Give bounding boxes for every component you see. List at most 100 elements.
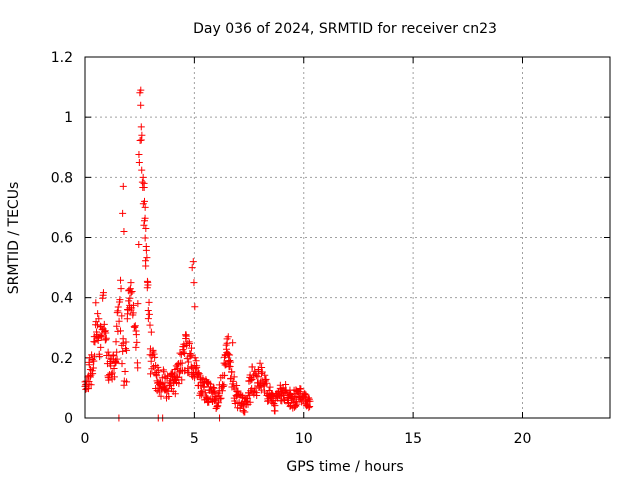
- x-tick-label: 20: [514, 431, 532, 447]
- data-point: [85, 361, 93, 369]
- data-point: [92, 299, 100, 307]
- x-tick-label: 0: [81, 431, 90, 447]
- data-point: [101, 328, 109, 336]
- data-point: [139, 173, 147, 181]
- data-point: [116, 327, 124, 335]
- data-point: [215, 399, 223, 407]
- y-tick-label: 0: [64, 411, 73, 427]
- data-point: [141, 214, 149, 222]
- data-point: [217, 394, 225, 402]
- data-point: [186, 350, 194, 358]
- data-point: [142, 262, 150, 270]
- data-point: [203, 378, 211, 386]
- data-point: [157, 392, 165, 400]
- data-point: [113, 322, 121, 330]
- data-point: [190, 279, 198, 287]
- data-point: [233, 382, 241, 390]
- data-point: [100, 320, 108, 328]
- data-point: [263, 379, 271, 387]
- data-point: [221, 371, 229, 379]
- data-point: [145, 298, 153, 306]
- data-point: [219, 383, 227, 391]
- data-point: [214, 402, 222, 410]
- data-point: [127, 279, 135, 287]
- data-point: [102, 334, 110, 342]
- data-point: [246, 398, 254, 406]
- data-point: [226, 356, 234, 364]
- data-point: [248, 376, 256, 384]
- data-point: [97, 343, 105, 351]
- data-point: [184, 358, 192, 366]
- data-point: [142, 243, 150, 251]
- data-point: [138, 131, 146, 139]
- x-tick-label: 5: [190, 431, 199, 447]
- data-point: [110, 364, 118, 372]
- data-point: [305, 394, 313, 402]
- tick-labels: 0 0.2 0.4 0.6 0.8 1 1.2 0 5 10 15 20: [51, 50, 532, 447]
- data-point: [116, 296, 124, 304]
- data-point: [135, 240, 143, 248]
- data-point: [122, 338, 130, 346]
- data-point: [121, 368, 129, 376]
- data-point: [281, 387, 289, 395]
- data-point: [137, 123, 145, 131]
- data-point: [171, 390, 179, 398]
- data-point: [118, 312, 126, 320]
- data-point: [189, 258, 197, 266]
- data-point: [104, 348, 112, 356]
- data-point: [192, 357, 200, 365]
- data-point: [254, 373, 262, 381]
- x-axis-title: GPS time / hours: [286, 459, 403, 475]
- y-tick-label: 0.2: [51, 351, 73, 367]
- data-point: [160, 368, 168, 376]
- data-point: [228, 368, 236, 376]
- data-point: [93, 321, 101, 329]
- data-point: [253, 392, 261, 400]
- data-point: [256, 359, 264, 367]
- data-point: [90, 357, 98, 365]
- data-point: [141, 203, 149, 211]
- data-point: [89, 364, 97, 372]
- data-point: [166, 381, 174, 389]
- data-point: [201, 389, 209, 397]
- data-point: [261, 371, 269, 379]
- data-point: [133, 359, 141, 367]
- data-point: [154, 363, 162, 371]
- data-point: [216, 395, 224, 403]
- data-point: [137, 101, 145, 109]
- data-point: [108, 369, 116, 377]
- data-point: [229, 339, 237, 347]
- data-point: [110, 373, 118, 381]
- data-point: [198, 387, 206, 395]
- data-point: [133, 338, 141, 346]
- data-point: [131, 323, 139, 331]
- data-point: [178, 376, 186, 384]
- data-point: [143, 254, 151, 262]
- y-tick-label: 0.4: [51, 291, 73, 307]
- data-point: [137, 86, 145, 94]
- data-point: [113, 309, 121, 317]
- data-point: [129, 309, 137, 317]
- data-point: [252, 372, 260, 380]
- data-point: [293, 400, 301, 408]
- data-point: [195, 370, 203, 378]
- data-point: [234, 387, 242, 395]
- x-tick-label: 15: [404, 431, 422, 447]
- data-point: [145, 310, 153, 318]
- data-point: [191, 303, 199, 311]
- data-point: [209, 383, 217, 391]
- data-point: [135, 158, 143, 166]
- data-point: [224, 333, 232, 341]
- data-point: [119, 209, 127, 217]
- data-point: [131, 322, 139, 330]
- y-tick-label: 0.8: [51, 170, 73, 186]
- data-point: [129, 301, 137, 309]
- data-point: [191, 354, 199, 362]
- data-point: [213, 403, 221, 411]
- data-point: [182, 331, 190, 339]
- data-point: [158, 374, 166, 382]
- data-point: [187, 363, 195, 371]
- data-point: [119, 182, 127, 190]
- data-point: [262, 375, 270, 383]
- data-point: [174, 374, 182, 382]
